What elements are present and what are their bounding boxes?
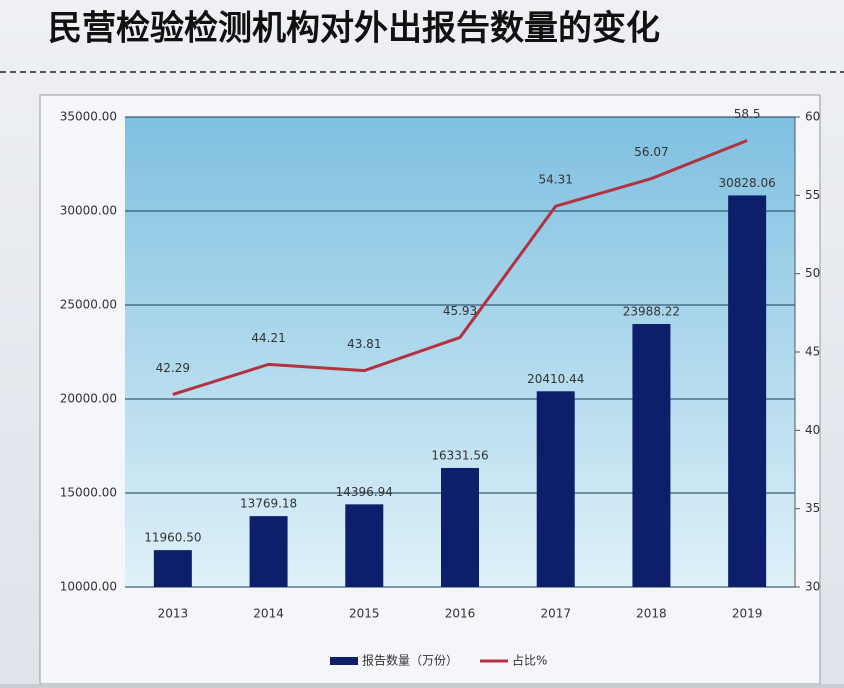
x-tick-label: 2014 xyxy=(253,607,284,621)
y2-tick-label: 50 xyxy=(805,266,820,280)
bar-value-label: 11960.50 xyxy=(144,531,201,545)
line-value-label: 45.93 xyxy=(443,304,477,318)
bar xyxy=(728,195,767,587)
line-value-label: 43.81 xyxy=(347,337,381,351)
y-tick-label: 20000.00 xyxy=(60,392,117,406)
bar-value-label: 16331.56 xyxy=(431,448,488,462)
x-tick-label: 2017 xyxy=(540,607,571,621)
chart-title: 民营检验检测机构对外出报告数量的变化 xyxy=(48,9,660,49)
bar xyxy=(153,550,192,587)
x-tick-label: 2016 xyxy=(445,607,476,621)
bar-value-label: 23988.22 xyxy=(623,305,680,319)
y2-tick-label: 45 xyxy=(805,345,820,359)
line-value-label: 56.07 xyxy=(634,145,668,159)
y-tick-label: 15000.00 xyxy=(60,486,117,500)
x-tick-label: 2015 xyxy=(349,607,380,621)
y2-tick-label: 55 xyxy=(805,188,820,202)
y-tick-label: 10000.00 xyxy=(60,580,117,594)
line-value-label: 58.5 xyxy=(734,107,761,121)
y-tick-label: 35000.00 xyxy=(60,110,117,124)
bar-value-label: 20410.44 xyxy=(527,372,584,386)
x-tick-label: 2013 xyxy=(158,607,189,621)
y2-tick-label: 40 xyxy=(805,423,820,437)
bar xyxy=(536,391,575,587)
legend-swatch xyxy=(330,657,358,665)
legend-label: 报告数量（万份） xyxy=(362,653,458,668)
y-tick-label: 30000.00 xyxy=(60,204,117,218)
bar xyxy=(632,324,671,587)
x-tick-label: 2018 xyxy=(636,607,667,621)
line-value-label: 44.21 xyxy=(251,331,285,345)
bar xyxy=(345,504,384,587)
legend-label: 占比% xyxy=(512,653,547,668)
line xyxy=(172,139,748,396)
line-value-label: 54.31 xyxy=(539,173,573,187)
y2-tick-label: 30 xyxy=(805,580,820,594)
y2-tick-label: 35 xyxy=(805,501,820,515)
bar xyxy=(249,516,288,587)
x-tick-label: 2019 xyxy=(732,607,763,621)
y2-tick-label: 60 xyxy=(805,110,820,124)
bar-value-label: 13769.18 xyxy=(240,497,297,511)
line-value-label: 42.29 xyxy=(156,361,190,375)
bar-value-label: 14396.94 xyxy=(336,485,393,499)
bar xyxy=(441,467,479,587)
bar-value-label: 30828.06 xyxy=(719,176,776,190)
y-tick-label: 25000.00 xyxy=(60,298,117,312)
